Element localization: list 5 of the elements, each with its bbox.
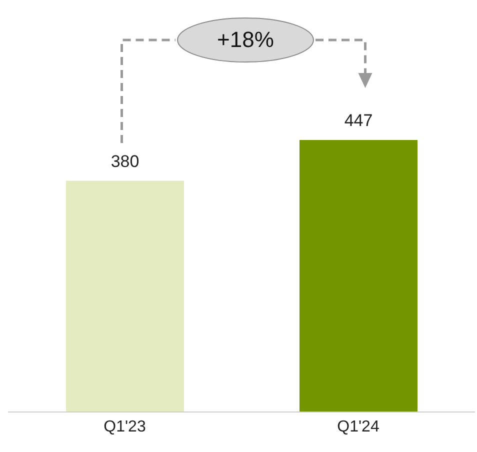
data-label: 380: [110, 152, 140, 171]
text: +18%: [216, 26, 275, 54]
x-tick-label: Q1'23: [104, 418, 146, 436]
data-label: 447: [344, 111, 373, 130]
x-tick-label: Q1'24: [337, 418, 380, 436]
